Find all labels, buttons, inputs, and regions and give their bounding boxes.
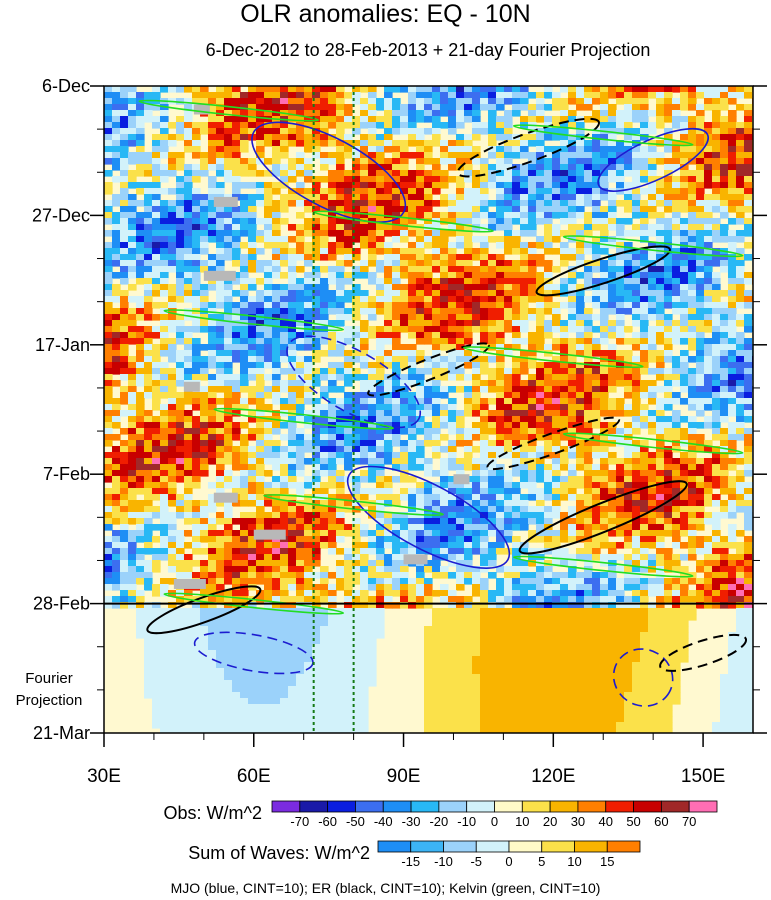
x-tick-label: 30E — [87, 766, 121, 787]
obs-colorbar-swatch — [410, 800, 440, 813]
er-contour — [518, 480, 688, 555]
er-contour — [535, 245, 671, 297]
waves-colorbar-swatch — [606, 840, 641, 853]
obs-colorbar-label: 50 — [626, 814, 640, 829]
obs-colorbar-label: 70 — [682, 814, 696, 829]
obs-colorbar-label: 30 — [571, 814, 585, 829]
kelvin-contour — [138, 99, 320, 122]
obs-colorbar-label: -60 — [318, 814, 337, 829]
obs-colorbar-swatch — [605, 800, 634, 813]
waves-colorbar-title: Sum of Waves: W/m^2 — [188, 843, 370, 863]
chart-subtitle: 6-Dec-2012 to 28-Feb-2013 + 21-day Fouri… — [205, 40, 651, 60]
er-contour — [146, 585, 262, 635]
obs-colorbar-label: -10 — [457, 814, 476, 829]
kelvin-contour — [163, 592, 345, 615]
obs-colorbar-swatch — [494, 800, 523, 813]
waves-colorbar-label: 10 — [567, 854, 581, 869]
obs-colorbar-swatch — [549, 800, 579, 813]
waves-colorbar-label: -5 — [470, 854, 482, 869]
y-tick-label: 27-Dec — [32, 205, 90, 225]
obs-colorbar-swatch — [438, 800, 468, 813]
obs-colorbar-label: -50 — [346, 814, 365, 829]
obs-colorbar-label: -30 — [402, 814, 421, 829]
kelvin-contour — [512, 124, 694, 147]
waves-colorbar-label: 15 — [600, 854, 614, 869]
x-tick-label: 150E — [681, 766, 725, 787]
y-tick-label: 7-Feb — [43, 464, 90, 484]
y-tick-label: 6-Dec — [42, 76, 90, 96]
er-contour — [367, 342, 490, 397]
obs-colorbar-swatch — [299, 800, 329, 813]
kelvin-contour — [562, 235, 744, 258]
waves-colorbar-label: 0 — [505, 854, 512, 869]
y-tick-label: 28-Feb — [33, 594, 90, 614]
waves-colorbar-label: -15 — [401, 854, 420, 869]
mjo-contour — [597, 127, 709, 192]
obs-colorbar-swatch — [466, 800, 495, 813]
mjo-contour — [286, 335, 422, 429]
obs-colorbar-label: -40 — [374, 814, 393, 829]
obs-colorbar-label: 10 — [515, 814, 529, 829]
obs-colorbar-label: -20 — [429, 814, 448, 829]
kelvin-contour — [163, 309, 345, 332]
obs-colorbar-title: Obs: W/m^2 — [163, 803, 262, 823]
chart-footnote: MJO (blue, CINT=10); ER (black, CINT=10)… — [170, 880, 601, 896]
waves-colorbar-label: -10 — [434, 854, 453, 869]
er-contour — [456, 117, 600, 178]
waves-colorbar-swatch — [574, 840, 608, 853]
waves-colorbar-label: 5 — [538, 854, 545, 869]
mjo-contour — [612, 648, 674, 707]
chart-title: OLR anomalies: EQ - 10N — [240, 0, 531, 28]
obs-colorbar-swatch — [633, 800, 662, 813]
kelvin-contour — [462, 346, 644, 369]
obs-colorbar-label: -70 — [290, 814, 309, 829]
obs-colorbar-label: 60 — [654, 814, 668, 829]
er-contour — [659, 633, 748, 672]
kelvin-contour — [562, 432, 744, 455]
projection-label-line-2: Projection — [15, 692, 83, 709]
obs-colorbar-label: 0 — [491, 814, 498, 829]
obs-colorbar-swatch — [577, 800, 607, 813]
x-tick-label: 90E — [387, 766, 421, 787]
obs-colorbar-swatch — [327, 800, 356, 813]
kelvin-contour — [213, 407, 395, 430]
x-tick-label: 120E — [531, 766, 575, 787]
waves-colorbar-swatch — [443, 840, 477, 853]
obs-colorbar-swatch — [521, 800, 551, 813]
obs-colorbar-swatch — [688, 800, 718, 813]
kelvin-contour — [512, 555, 694, 578]
waves-colorbar-swatch — [508, 840, 543, 853]
obs-colorbar-swatch — [271, 800, 301, 813]
waves-colorbar-swatch — [410, 840, 444, 853]
obs-colorbar-swatch — [355, 800, 384, 813]
plot-frame — [103, 85, 754, 734]
y-tick-label: 17-Jan — [35, 335, 90, 355]
er-contour — [486, 416, 621, 471]
mjo-contour — [346, 465, 511, 569]
projection-label-line-1: Fourier — [25, 670, 73, 687]
obs-colorbar-swatch — [660, 800, 690, 813]
obs-colorbar-label: 40 — [599, 814, 613, 829]
anomaly-field — [104, 86, 753, 733]
obs-colorbar-label: 20 — [543, 814, 557, 829]
y-tick-label: 21-Mar — [33, 723, 90, 743]
waves-colorbar-swatch — [377, 840, 412, 853]
waves-colorbar-swatch — [475, 840, 510, 853]
obs-colorbar-swatch — [382, 800, 412, 813]
x-tick-label: 60E — [237, 766, 271, 787]
waves-colorbar-swatch — [541, 840, 575, 853]
fourier-projection-label: Fourier Projection — [4, 668, 94, 712]
